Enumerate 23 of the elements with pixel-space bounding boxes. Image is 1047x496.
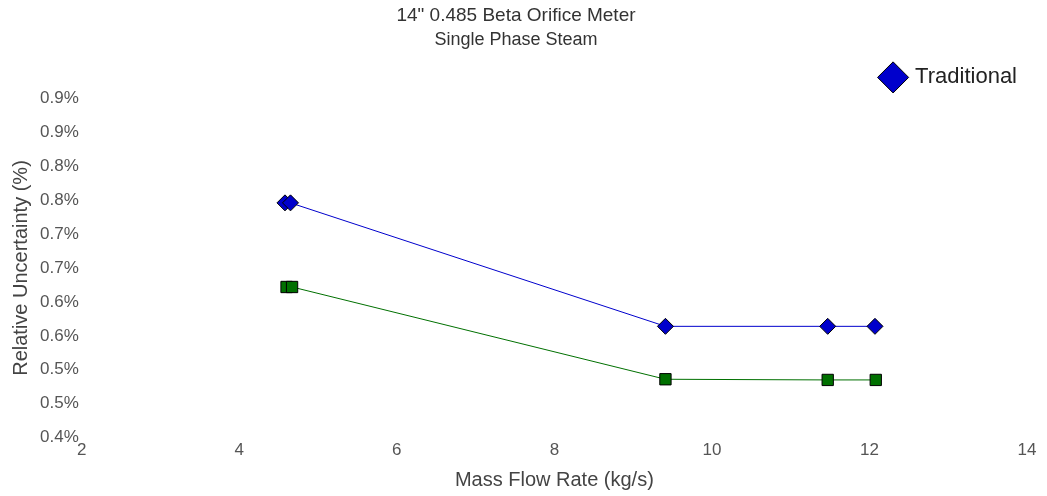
x-tick-label: 14: [1017, 440, 1037, 460]
y-tick-label: 0.8%: [40, 155, 79, 175]
x-tick-label: 10: [702, 440, 722, 460]
x-tick-label: 8: [549, 440, 560, 460]
y-tick-label: 0.6%: [40, 325, 79, 345]
x-tick-label: 6: [392, 440, 402, 460]
legend-label: Traditional: [915, 63, 1018, 89]
y-tick-label: 0.4%: [40, 427, 79, 447]
y-tick-label: 0.6%: [40, 291, 79, 311]
x-tick-label: 2: [77, 440, 87, 460]
x-axis-title: Mass Flow Rate (kg/s): [454, 467, 654, 490]
y-tick-label: 0.9%: [40, 122, 79, 142]
y-tick-label: 0.9%: [40, 88, 79, 108]
chart-subtitle: Single Phase Steam: [434, 28, 598, 49]
y-tick-label: 0.7%: [40, 257, 79, 277]
y-tick-label: 0.8%: [40, 189, 79, 209]
y-tick-label: 0.7%: [40, 223, 79, 243]
y-tick-label: 0.5%: [40, 359, 79, 379]
y-tick-label: 0.5%: [40, 393, 79, 413]
x-tick-label: 12: [860, 440, 879, 460]
y-axis-title: Relative Uncertainty (%): [8, 160, 31, 376]
x-tick-label: 4: [234, 440, 245, 460]
chart-title: 14" 0.485 Beta Orifice Meter: [396, 3, 637, 25]
